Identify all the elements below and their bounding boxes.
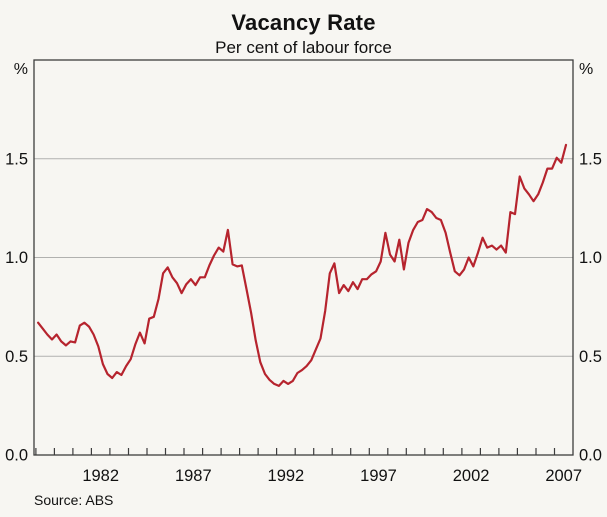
y-axis-label-left-0.5: 0.5: [5, 348, 28, 366]
y-axis-label-left-1.0: 1.0: [5, 249, 28, 267]
plot-border: [33, 59, 574, 456]
y-axis-label-right-0.5: 0.5: [579, 348, 602, 366]
x-axis-label-1997: 1997: [360, 467, 397, 485]
y-axis-unit-left: %: [13, 61, 28, 78]
x-axis-label-1992: 1992: [268, 467, 305, 485]
y-axis-label-left-0.0: 0.0: [5, 447, 28, 465]
source-note: Source: ABS: [34, 492, 114, 508]
x-axis-label-1987: 1987: [175, 467, 212, 485]
x-axis-label-2002: 2002: [453, 467, 490, 485]
x-axis-label-1982: 1982: [82, 467, 119, 485]
x-axis-label-2007: 2007: [545, 467, 582, 485]
chart-title: Vacancy Rate: [231, 10, 376, 35]
y-axis-label-left-1.5: 1.5: [5, 150, 28, 168]
vacancy-rate-line: [36, 143, 568, 387]
y-axis-label-right-1.0: 1.0: [579, 249, 602, 267]
y-axis-label-right-1.5: 1.5: [579, 150, 602, 168]
y-axis-unit-right: %: [579, 61, 594, 78]
chart-subtitle: Per cent of labour force: [215, 38, 392, 57]
y-axis-label-right-0.0: 0.0: [579, 447, 602, 465]
